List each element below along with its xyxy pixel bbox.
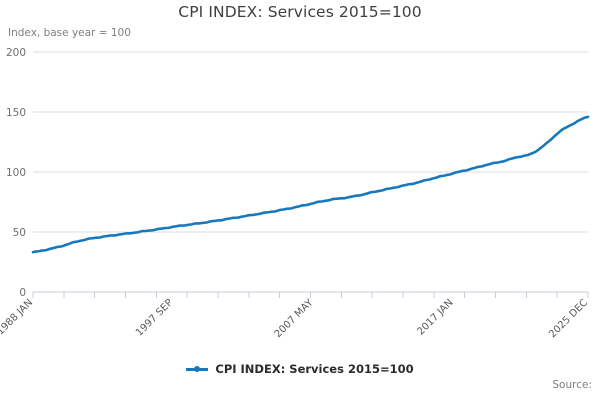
x-axis-tick-label: 2007 MAY: [273, 297, 316, 340]
x-axis-tick-label: 2017 JAN: [415, 297, 455, 337]
source-note: Source:: [552, 379, 592, 391]
plot-area: 0 50 100 150 200 1988 JAN 1997 SEP 2007 MAY 2017…: [0, 47, 590, 340]
x-axis-tick-label: 1997 SEP: [134, 297, 175, 338]
y-axis-tick-label: 0: [19, 287, 26, 299]
chart-legend: CPI INDEX: Services 2015=100: [0, 362, 600, 376]
chart-subtitle-y-axis-units: Index, base year = 100: [8, 27, 131, 39]
legend-label-series-0: CPI INDEX: Services 2015=100: [215, 362, 414, 376]
y-axis-tick-label: 50: [13, 227, 26, 239]
y-axis-tick-label: 150: [6, 107, 26, 119]
x-axis-tick-label: 2025 DEC: [547, 297, 590, 340]
x-axis-tick-label: 1988 JAN: [0, 297, 35, 337]
chart-title: CPI INDEX: Services 2015=100: [178, 3, 422, 21]
series-line-cpi-index-services: [31, 115, 590, 254]
legend-marker-series-0: [186, 364, 209, 374]
y-axis-tick-label: 100: [6, 167, 26, 179]
y-axis-tick-label: 200: [6, 47, 26, 59]
